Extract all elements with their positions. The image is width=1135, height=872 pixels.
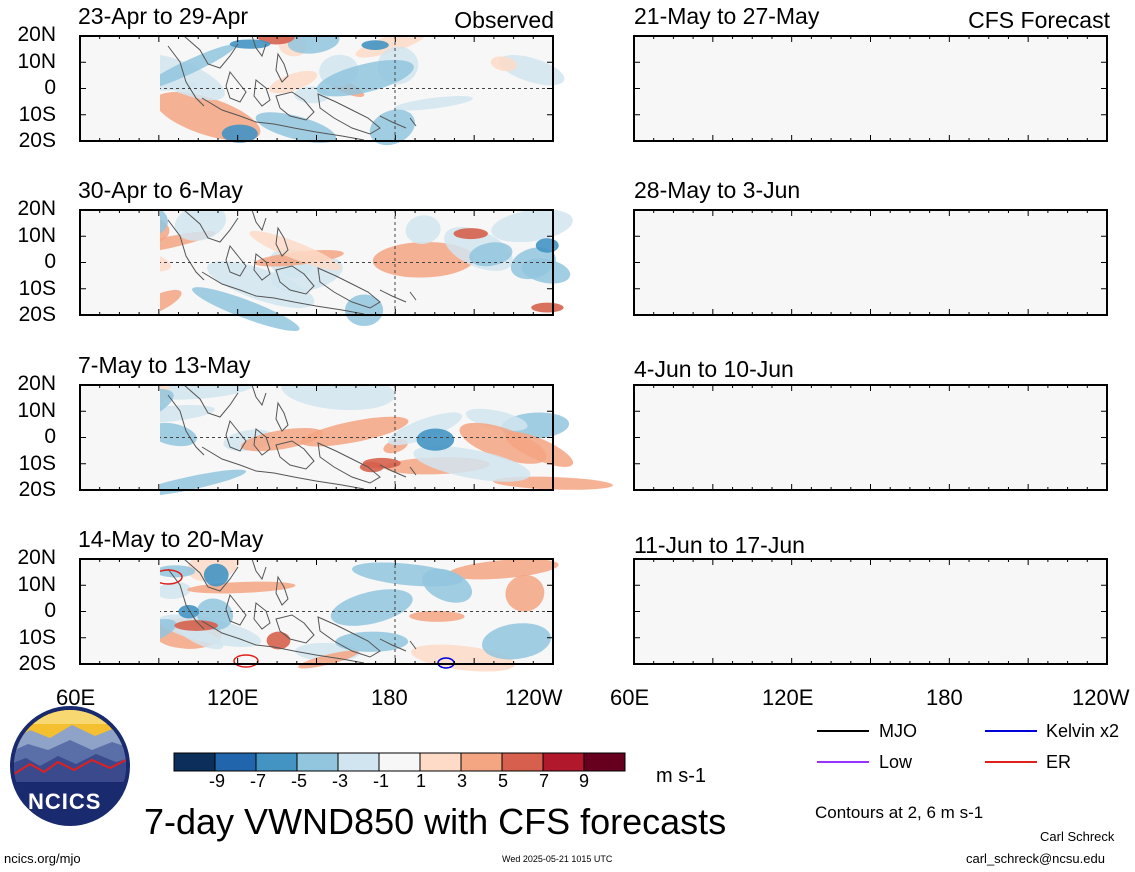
map-panel-left-4 [79,558,559,672]
colorbar-swatch [460,752,503,772]
footer-email: carl_schreck@ncsu.edu [966,851,1105,866]
colorbar [173,752,626,772]
lat-tick-label: 10S [18,103,56,126]
colorbar-tick-label: 9 [578,771,589,791]
contour-legend [817,730,1037,763]
lat-tick-label: 10S [18,277,56,300]
panel-title-right-2: 28-May to 3-Jun [634,177,801,203]
colorbar-swatch [542,752,585,772]
lon-tick-label: 180 [926,685,963,710]
legend-label-kelvin: Kelvin x2 [1046,721,1120,741]
footer-timestamp: Wed 2025-05-21 1015 UTC [502,854,613,864]
colorbar-tick-label: -3 [331,771,348,791]
contours-note: Contours at 2, 6 m s-1 [815,803,984,822]
map-panel-left-3 [79,384,613,497]
colorbar-tick-label: 3 [456,771,467,791]
legend-label-low: Low [879,752,913,772]
lat-tick-label: 10N [17,50,56,73]
colorbar-swatch [214,752,257,772]
panel-title-left-4: 14-May to 20-May [78,526,264,552]
colorbar-tick-label: -5 [290,771,307,791]
lat-tick-label: 20S [18,129,56,152]
footer-url: ncics.org/mjo [4,851,81,866]
colorbar-tick-label: 7 [538,771,549,791]
panel-title-left-2: 30-Apr to 6-May [78,177,243,203]
lon-tick-label: 180 [371,685,408,710]
colorbar-tick-label: -1 [372,771,389,791]
lat-tick-label: 20S [18,303,56,326]
lat-tick-label: 20S [18,478,56,501]
lat-tick-label: 0 [44,425,56,448]
panel-title-right-1: 21-May to 27-May [634,3,820,29]
legend-label-er: ER [1046,752,1072,772]
map-panel-right-2 [633,209,1108,316]
map-panel-right-1 [633,35,1108,142]
lat-tick-label: 0 [44,250,56,273]
ncics-logo-text: NCICS [28,789,102,814]
observed-label: Observed [454,7,554,33]
colorbar-swatch [501,752,544,772]
lon-tick-label: 60E [56,685,96,710]
colorbar-tick-label: 5 [497,771,508,791]
lat-tick-label: 20N [17,372,56,395]
colorbar-tick-label: -9 [208,771,225,791]
map-panel-right-4 [633,558,1108,665]
map-panel-left-1 [79,35,565,146]
footer-author: Carl Schreck [1040,829,1115,844]
lat-tick-label: 20N [17,546,56,569]
lat-tick-label: 10S [18,452,56,475]
colorbar-swatch [419,752,462,772]
colorbar-swatch [296,752,339,772]
lon-tick-label: 120W [505,685,563,710]
map-panel-right-3 [633,384,1108,491]
colorbar-swatch [583,752,626,772]
lon-tick-label: 120W [1072,685,1130,710]
colorbar-tick-label: -7 [249,771,266,791]
colorbar-tick-label: 1 [415,771,426,791]
map-panel-left-2 [79,209,573,332]
legend-label-mjo: MJO [879,721,917,741]
lat-tick-label: 10N [17,399,56,422]
lat-tick-label: 20S [18,652,56,675]
colorbar-swatch [255,752,298,772]
panel-title-right-3: 4-Jun to 10-Jun [634,356,794,382]
lat-tick-label: 10N [17,224,56,247]
panel-title-left-3: 7-May to 13-May [78,352,251,378]
forecast-label: CFS Forecast [968,7,1110,33]
lat-tick-label: 20N [17,23,56,46]
lon-tick-label: 120E [207,685,259,710]
colorbar-swatch [378,752,421,772]
panel-title-left-1: 23-Apr to 29-Apr [78,3,249,29]
lat-tick-label: 20N [17,197,56,220]
colorbar-swatch [173,752,216,772]
ncics-logo [10,706,130,826]
colorbar-swatch [337,752,380,772]
panel-title-right-4: 11-Jun to 17-Jun [634,532,805,558]
lat-tick-label: 0 [44,76,56,99]
lat-tick-label: 10S [18,626,56,649]
lat-tick-label: 10N [17,573,56,596]
lon-tick-label: 120E [762,685,814,710]
figure-title: 7-day VWND850 with CFS forecasts [144,801,727,842]
lat-tick-label: 0 [44,599,56,622]
colorbar-units: m s-1 [656,765,706,787]
lon-tick-label: 60E [610,685,650,710]
